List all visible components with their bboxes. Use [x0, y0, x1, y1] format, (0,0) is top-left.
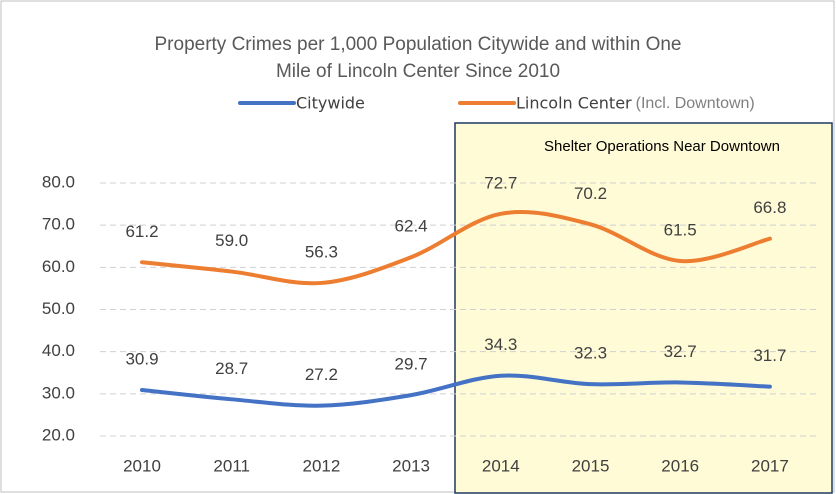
chart-title: Mile of Lincoln Center Since 2010 — [276, 61, 560, 82]
x-tick-label: 2013 — [392, 456, 430, 475]
legend-label: Citywide — [296, 94, 365, 113]
data-label: 34.3 — [484, 335, 517, 354]
x-tick-label: 2015 — [572, 456, 610, 475]
y-tick-label: 70.0 — [42, 215, 75, 234]
y-tick-label: 60.0 — [42, 257, 75, 276]
line — [140, 210, 772, 286]
data-label: 70.2 — [574, 184, 607, 203]
data-label: 61.5 — [664, 220, 697, 239]
legend-label: Lincoln Center — [516, 94, 632, 113]
x-tick-label: 2010 — [123, 456, 161, 475]
y-tick-label: 80.0 — [42, 172, 75, 191]
x-tick-label: 2011 — [213, 456, 250, 475]
data-label: 29.7 — [395, 355, 428, 374]
y-tick-label: 30.0 — [42, 383, 75, 402]
chart-title: Property Crimes per 1,000 Population Cit… — [155, 34, 682, 55]
y-tick-label: 20.0 — [42, 425, 75, 444]
data-label: 62.4 — [395, 217, 428, 236]
data-label: 32.3 — [574, 344, 607, 363]
y-tick-label: 40.0 — [42, 341, 75, 360]
data-label: 66.8 — [753, 198, 786, 217]
data-label: 32.7 — [664, 342, 697, 361]
x-tick-label: 2017 — [751, 456, 789, 475]
x-tick-label: 2016 — [661, 456, 699, 475]
line — [140, 373, 772, 408]
data-label: 31.7 — [753, 346, 786, 365]
data-label: 28.7 — [215, 359, 248, 378]
data-label: 56.3 — [305, 242, 338, 261]
x-tick-label: 2014 — [482, 456, 520, 475]
data-label: 30.9 — [125, 350, 158, 369]
legend-note: (Incl. Downtown) — [636, 95, 755, 112]
data-label: 27.2 — [305, 365, 338, 384]
x-tick-label: 2012 — [302, 456, 340, 475]
highlight-box — [454, 122, 833, 494]
data-label: 61.2 — [125, 222, 158, 241]
highlight-label: Shelter Operations Near Downtown — [544, 138, 780, 155]
data-label: 72.7 — [484, 173, 517, 192]
y-tick-label: 50.0 — [42, 299, 75, 318]
data-label: 59.0 — [215, 231, 248, 250]
